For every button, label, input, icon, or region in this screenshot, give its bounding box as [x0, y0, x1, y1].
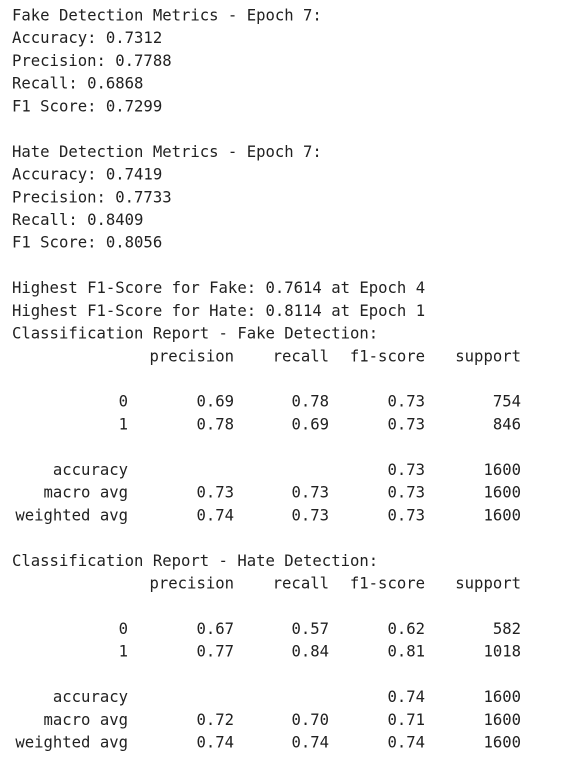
class-row-cell: 0.78: [291, 393, 329, 411]
class-row-cell: 0.69: [291, 415, 329, 433]
class-row-cell: 0.73: [387, 393, 425, 411]
metric-line: Accuracy: 0.7312: [12, 29, 162, 47]
summary-row-cell: 0.74: [196, 734, 234, 752]
class-row-cell: 582: [493, 620, 521, 638]
class-row-cell: 0.57: [291, 620, 329, 638]
class-row-label: 0: [119, 393, 128, 411]
report-title: Classification Report - Hate Detection:: [12, 552, 378, 570]
class-row-cell: 1018: [483, 643, 521, 661]
class-row-cell: 0.62: [387, 620, 425, 638]
class-row-cell: 754: [493, 393, 521, 411]
summary-row-cell: 0.73: [291, 506, 329, 524]
summary-row-cell: 1600: [483, 461, 521, 479]
summary-row-label: accuracy: [53, 688, 128, 706]
metric-line: Precision: 0.7788: [12, 52, 172, 70]
metric-line: F1 Score: 0.8056: [12, 234, 162, 252]
summary-row-label: accuracy: [53, 461, 128, 479]
summary-row-cell: 0.72: [196, 711, 234, 729]
summary-row-cell: 0.74: [387, 688, 425, 706]
report-header: recall: [273, 347, 329, 365]
summary-row-cell: 0.73: [387, 484, 425, 502]
highest-line: Highest F1-Score for Hate: 0.8114 at Epo…: [12, 302, 425, 320]
summary-row-cell: 1600: [483, 688, 521, 706]
summary-row-cell: 0.70: [291, 711, 329, 729]
class-row-cell: 0.81: [387, 643, 425, 661]
summary-row-cell: 0.73: [387, 461, 425, 479]
class-row-cell: 0.84: [291, 643, 329, 661]
metric-line: F1 Score: 0.7299: [12, 97, 162, 115]
summary-row-cell: 1600: [483, 506, 521, 524]
report-header: f1-score: [350, 347, 425, 365]
class-row-label: 1: [119, 415, 128, 433]
summary-row-label: macro avg: [44, 711, 129, 729]
class-row-cell: 0.67: [196, 620, 234, 638]
class-row-cell: 0.77: [196, 643, 234, 661]
report-header: support: [455, 575, 521, 593]
summary-row-label: macro avg: [44, 484, 129, 502]
summary-row-cell: 0.74: [387, 734, 425, 752]
metric-line: Recall: 0.8409: [12, 211, 143, 229]
metric-line: Precision: 0.7733: [12, 188, 172, 206]
report-header: support: [455, 347, 521, 365]
metric-line: Accuracy: 0.7419: [12, 166, 162, 184]
summary-row-cell: 0.74: [196, 506, 234, 524]
summary-row-cell: 0.71: [387, 711, 425, 729]
section-title: Fake Detection Metrics - Epoch 7:: [12, 7, 322, 25]
summary-row-cell: 0.74: [291, 734, 329, 752]
class-row-label: 1: [119, 643, 128, 661]
report-title: Classification Report - Fake Detection:: [12, 325, 378, 343]
summary-row-cell: 0.73: [196, 484, 234, 502]
summary-row-cell: 0.73: [291, 484, 329, 502]
report-header: precision: [150, 347, 235, 365]
report-header: f1-score: [350, 575, 425, 593]
summary-row-cell: 0.73: [387, 506, 425, 524]
class-row-cell: 0.73: [387, 415, 425, 433]
metric-line: Recall: 0.6868: [12, 75, 143, 93]
summary-row-cell: 1600: [483, 734, 521, 752]
class-row-cell: 0.78: [196, 415, 234, 433]
summary-row-cell: 1600: [483, 711, 521, 729]
report-header: precision: [150, 575, 235, 593]
highest-line: Highest F1-Score for Fake: 0.7614 at Epo…: [12, 279, 425, 297]
class-row-cell: 846: [493, 415, 521, 433]
report-header: recall: [273, 575, 329, 593]
summary-row-label: weighted avg: [15, 734, 128, 752]
summary-row-label: weighted avg: [15, 506, 128, 524]
class-row-label: 0: [119, 620, 128, 638]
summary-row-cell: 1600: [483, 484, 521, 502]
section-title: Hate Detection Metrics - Epoch 7:: [12, 143, 322, 161]
class-row-cell: 0.69: [196, 393, 234, 411]
